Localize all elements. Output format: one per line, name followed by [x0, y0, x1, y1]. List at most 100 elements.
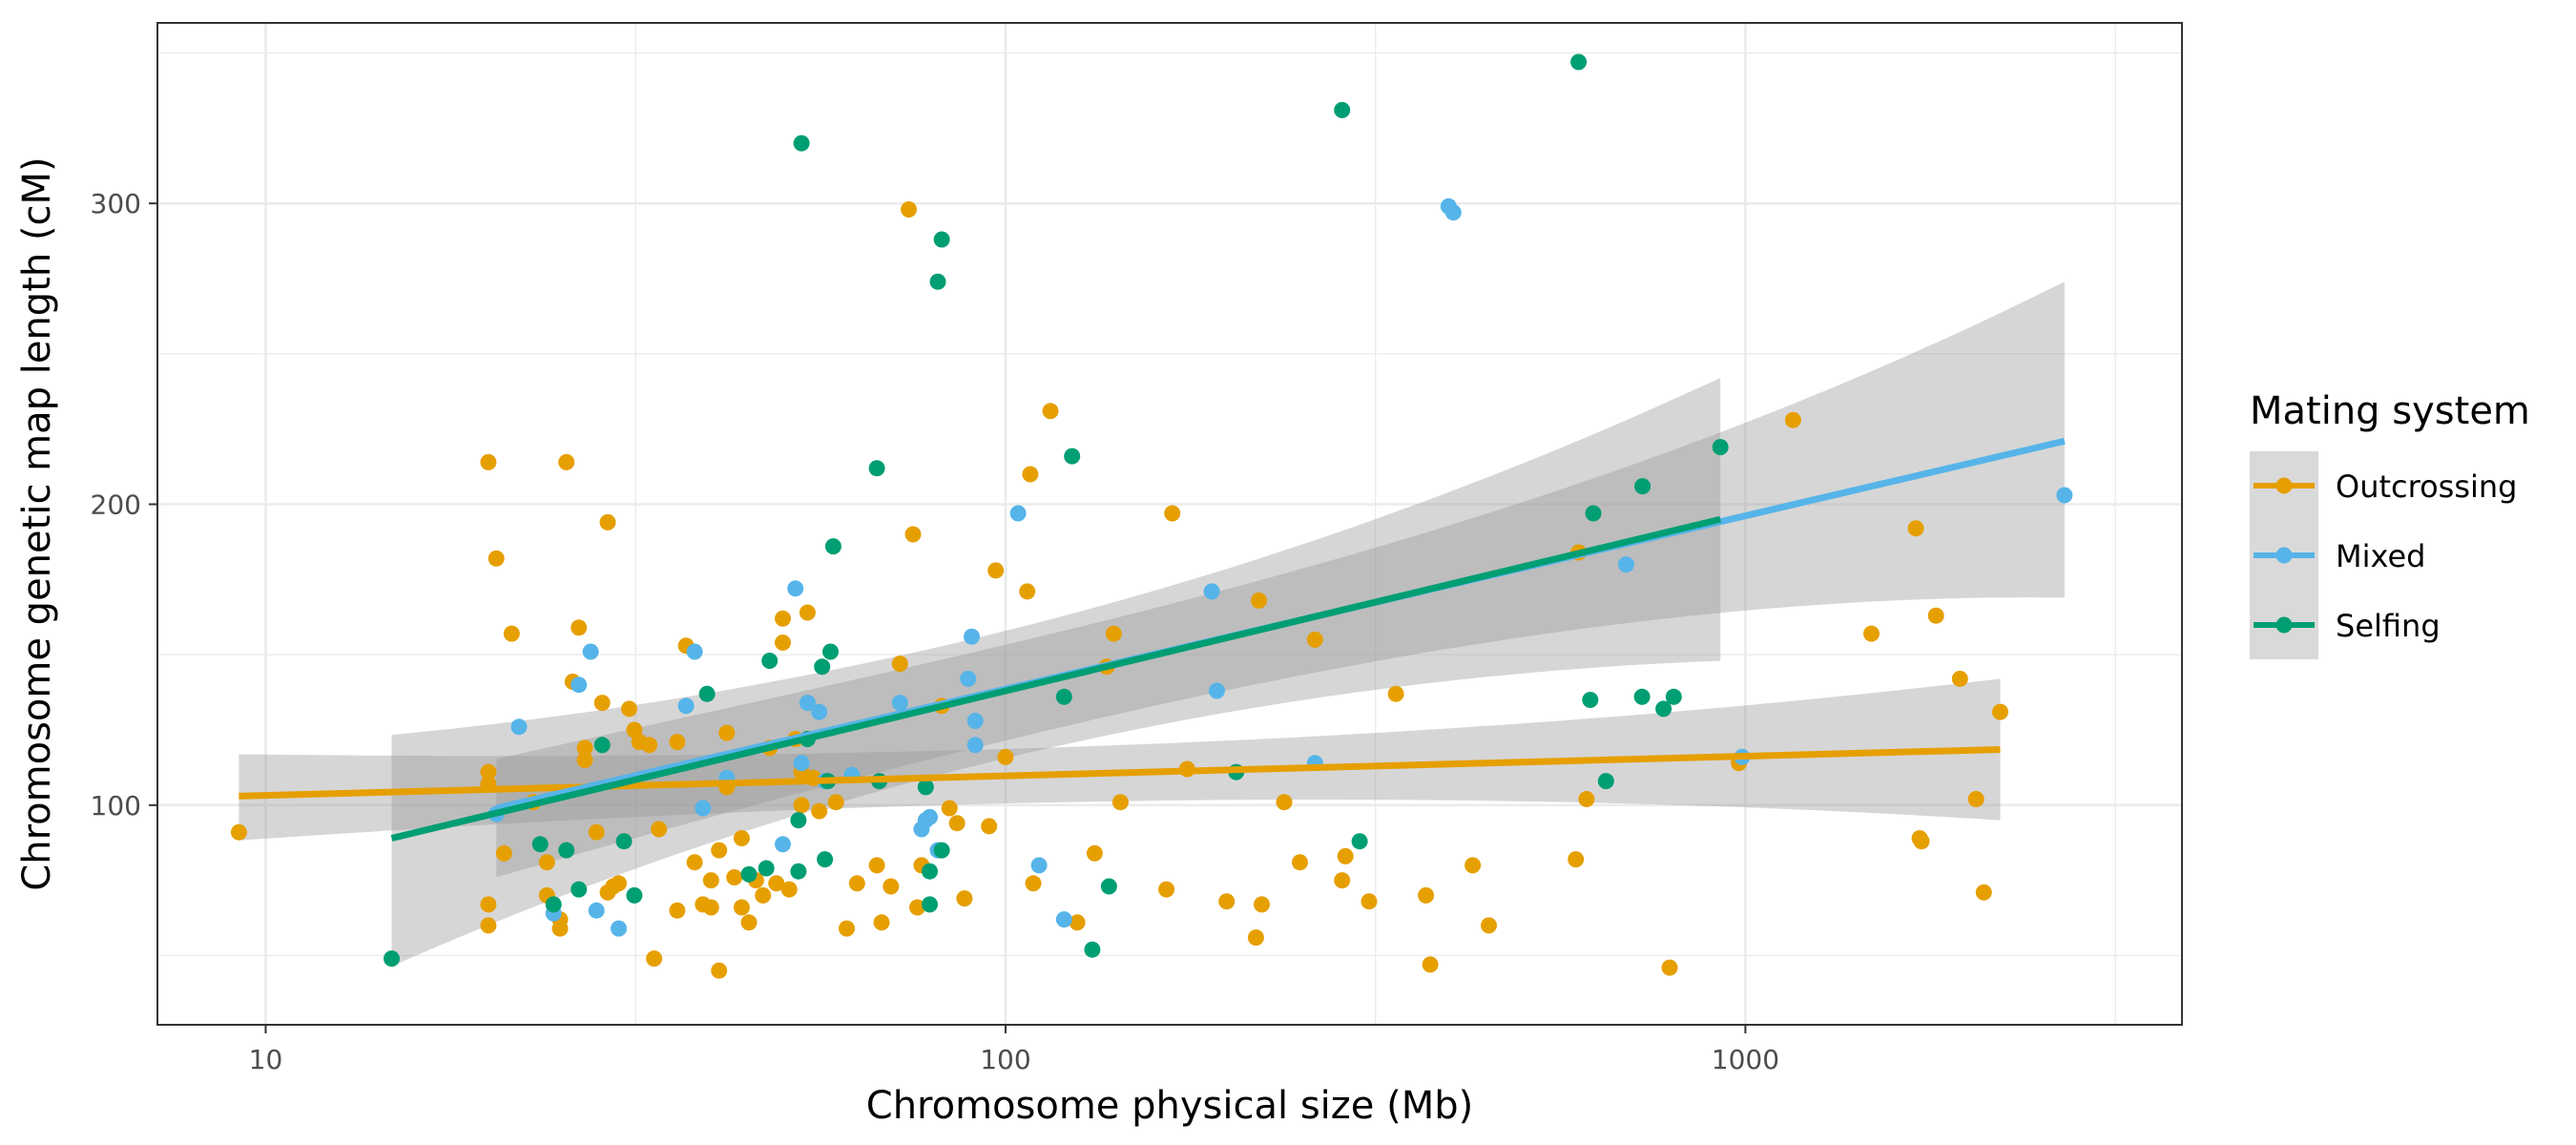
- point-outcrossing: [611, 875, 627, 892]
- point-outcrossing: [1967, 791, 1984, 807]
- legend-key-point: [2275, 547, 2293, 564]
- point-outcrossing: [651, 821, 668, 838]
- point-mixed: [611, 920, 627, 937]
- point-selfing: [558, 842, 575, 859]
- point-outcrossing: [1465, 857, 1482, 874]
- point-selfing: [1655, 700, 1672, 718]
- point-selfing: [698, 685, 716, 702]
- point-selfing: [593, 737, 611, 754]
- point-selfing: [814, 658, 831, 676]
- point-outcrossing: [811, 802, 828, 820]
- point-outcrossing: [1387, 685, 1404, 702]
- point-selfing: [1712, 439, 1729, 456]
- legend-title: Mating system: [2250, 389, 2530, 433]
- ci-ribbon-mixed: [496, 281, 2065, 878]
- point-outcrossing: [621, 700, 637, 718]
- point-outcrossing: [480, 763, 497, 781]
- y-tick-label: 100: [91, 790, 141, 822]
- point-selfing: [1100, 878, 1117, 895]
- point-selfing: [1582, 692, 1599, 708]
- point-selfing: [933, 231, 950, 248]
- point-selfing: [1084, 941, 1101, 958]
- point-outcrossing: [848, 875, 865, 892]
- point-outcrossing: [873, 914, 890, 931]
- point-outcrossing: [1863, 625, 1880, 642]
- point-outcrossing: [901, 201, 917, 218]
- panel-background: [157, 23, 2182, 1025]
- point-outcrossing: [780, 881, 798, 898]
- point-outcrossing: [1992, 703, 2008, 720]
- legend-key-point: [2275, 477, 2293, 494]
- point-mixed: [1617, 556, 1634, 573]
- point-selfing: [824, 538, 841, 555]
- point-selfing: [384, 950, 400, 968]
- point-outcrossing: [1337, 847, 1354, 864]
- point-mixed: [891, 695, 908, 712]
- point-mixed: [1030, 857, 1048, 874]
- point-outcrossing: [1292, 854, 1308, 871]
- x-axis-ticks: 10 100 1000: [249, 1025, 1779, 1075]
- point-outcrossing: [827, 794, 844, 811]
- point-mixed: [677, 697, 695, 715]
- legend-label: Selfing: [2336, 608, 2441, 644]
- point-outcrossing: [711, 842, 728, 859]
- point-selfing: [929, 273, 946, 290]
- point-mixed: [695, 800, 712, 817]
- point-outcrossing: [775, 610, 791, 627]
- point-outcrossing: [480, 453, 497, 470]
- x-tick-label: 100: [980, 1044, 1030, 1075]
- point-mixed: [960, 670, 977, 687]
- point-outcrossing: [1481, 917, 1497, 934]
- point-outcrossing: [702, 899, 719, 916]
- x-tick-label: 1000: [1712, 1044, 1779, 1075]
- point-outcrossing: [599, 513, 616, 531]
- point-selfing: [626, 886, 643, 904]
- point-outcrossing: [1907, 520, 1924, 537]
- point-outcrossing: [733, 899, 750, 916]
- trend-line-selfing: [390, 515, 1721, 842]
- point-mixed: [799, 695, 816, 712]
- point-selfing: [790, 863, 807, 880]
- point-outcrossing: [1105, 625, 1122, 642]
- point-mixed: [686, 643, 703, 660]
- point-outcrossing: [987, 562, 1005, 579]
- point-outcrossing: [1661, 959, 1678, 976]
- y-tick-label: 300: [91, 188, 141, 219]
- point-outcrossing: [793, 797, 810, 814]
- point-outcrossing: [1251, 592, 1267, 609]
- point-outcrossing: [593, 695, 611, 712]
- point-selfing: [615, 833, 633, 850]
- point-outcrossing: [1418, 886, 1435, 904]
- point-selfing: [922, 863, 938, 880]
- point-selfing: [1351, 833, 1368, 850]
- point-selfing: [758, 860, 775, 877]
- trend-lines: [239, 437, 2066, 842]
- point-outcrossing: [868, 857, 885, 874]
- point-outcrossing: [480, 896, 497, 913]
- point-outcrossing: [576, 752, 593, 768]
- point-mixed: [1203, 583, 1220, 600]
- point-outcrossing: [1334, 872, 1351, 889]
- point-mixed: [588, 902, 605, 919]
- point-outcrossing: [1927, 607, 1944, 624]
- point-selfing: [917, 779, 934, 796]
- point-outcrossing: [686, 854, 703, 871]
- point-outcrossing: [1086, 844, 1103, 862]
- point-outcrossing: [1361, 893, 1378, 910]
- point-outcrossing: [718, 724, 736, 741]
- point-outcrossing: [1019, 583, 1036, 600]
- point-outcrossing: [669, 902, 686, 919]
- point-outcrossing: [495, 844, 512, 862]
- point-outcrossing: [839, 920, 855, 937]
- point-outcrossing: [1276, 794, 1293, 811]
- point-mixed: [922, 808, 938, 825]
- point-selfing: [761, 653, 779, 669]
- y-axis-title: Chromosome genetic map length (cM): [15, 156, 59, 890]
- point-outcrossing: [488, 550, 505, 567]
- point-selfing: [1665, 688, 1682, 705]
- point-mixed: [775, 836, 791, 853]
- point-mixed: [1009, 505, 1027, 522]
- point-outcrossing: [740, 914, 758, 931]
- point-outcrossing: [1022, 466, 1039, 483]
